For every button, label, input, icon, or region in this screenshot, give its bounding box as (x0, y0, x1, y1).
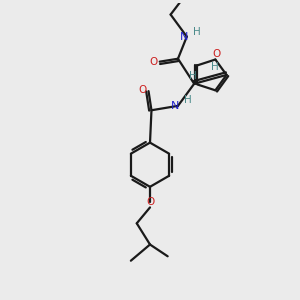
Text: O: O (146, 197, 155, 207)
Text: N: N (171, 101, 179, 111)
Text: O: O (149, 57, 158, 67)
Text: H: H (184, 95, 191, 105)
Text: H: H (212, 62, 219, 72)
Text: O: O (213, 49, 221, 59)
Text: H: H (189, 70, 196, 80)
Text: H: H (193, 27, 201, 37)
Text: N: N (180, 32, 189, 42)
Text: O: O (138, 85, 146, 94)
